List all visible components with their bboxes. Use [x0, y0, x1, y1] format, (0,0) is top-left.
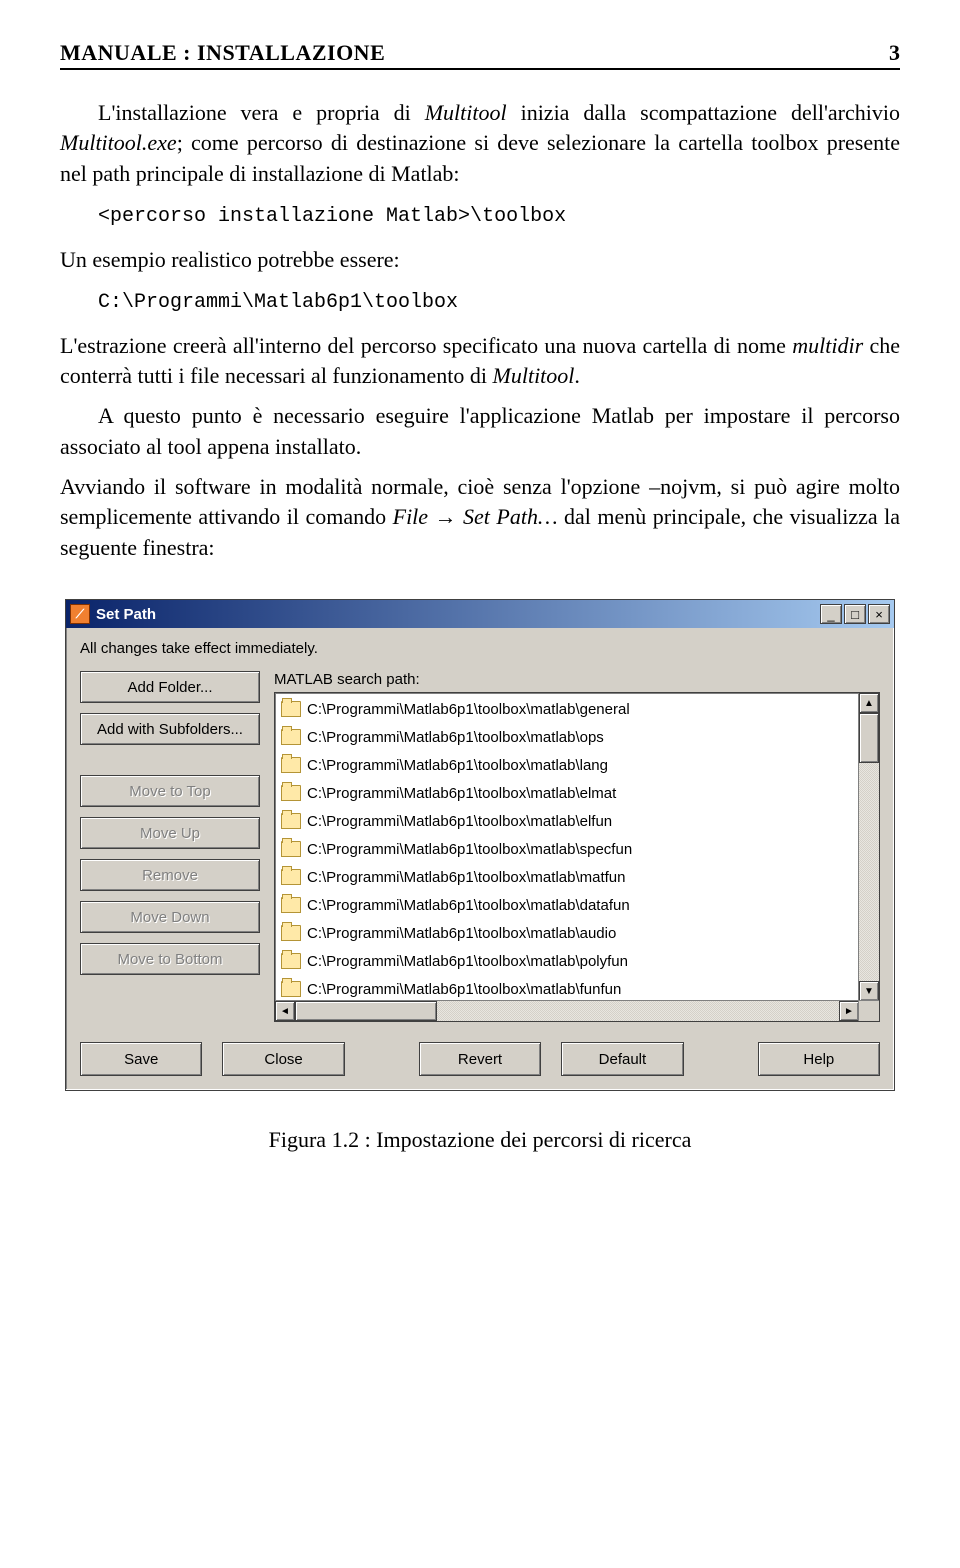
vertical-scrollbar[interactable]: ▲ ▼: [858, 693, 879, 1001]
folder-icon: [281, 981, 301, 997]
save-button[interactable]: Save: [80, 1042, 202, 1076]
list-item-label: C:\Programmi\Matlab6p1\toolbox\matlab\fu…: [307, 981, 621, 998]
folder-icon: [281, 897, 301, 913]
window-title: Set Path: [96, 606, 820, 623]
code-block-2: C:\Programmi\Matlab6p1\toolbox: [98, 289, 900, 317]
list-item-label: C:\Programmi\Matlab6p1\toolbox\matlab\ma…: [307, 869, 625, 886]
minimize-button[interactable]: _: [820, 604, 842, 624]
list-item[interactable]: C:\Programmi\Matlab6p1\toolbox\matlab\da…: [277, 891, 859, 919]
list-item[interactable]: C:\Programmi\Matlab6p1\toolbox\matlab\ge…: [277, 695, 859, 723]
document-body: L'installazione vera e propria di Multit…: [60, 98, 900, 563]
add-folder-button[interactable]: Add Folder...: [80, 671, 260, 703]
figure-caption: Figura 1.2 : Impostazione dei percorsi d…: [60, 1127, 900, 1153]
list-item[interactable]: C:\Programmi\Matlab6p1\toolbox\matlab\op…: [277, 723, 859, 751]
list-label: MATLAB search path:: [274, 671, 880, 688]
folder-icon: [281, 701, 301, 717]
code-block-1: <percorso installazione Matlab>\toolbox: [98, 203, 900, 231]
scroll-thumb-h[interactable]: [295, 1001, 437, 1021]
list-item[interactable]: C:\Programmi\Matlab6p1\toolbox\matlab\el…: [277, 779, 859, 807]
scroll-corner: [858, 1000, 879, 1021]
scroll-left-button[interactable]: ◄: [275, 1001, 295, 1021]
paragraph-1: L'installazione vera e propria di Multit…: [60, 98, 900, 189]
bottom-button-row: Save Close Revert Default Help: [80, 1042, 880, 1076]
list-item[interactable]: C:\Programmi\Matlab6p1\toolbox\matlab\la…: [277, 751, 859, 779]
add-subfolders-button[interactable]: Add with Subfolders...: [80, 713, 260, 745]
set-path-window: ⟋ Set Path _ □ × All changes take effect…: [65, 599, 895, 1091]
folder-icon: [281, 841, 301, 857]
scroll-up-button[interactable]: ▲: [859, 693, 879, 713]
help-button[interactable]: Help: [758, 1042, 880, 1076]
list-item-label: C:\Programmi\Matlab6p1\toolbox\matlab\au…: [307, 925, 616, 942]
list-item-label: C:\Programmi\Matlab6p1\toolbox\matlab\el…: [307, 813, 612, 830]
paragraph-3: L'estrazione creerà all'interno del perc…: [60, 331, 900, 392]
list-item-label: C:\Programmi\Matlab6p1\toolbox\matlab\ge…: [307, 701, 630, 718]
left-button-column: Add Folder... Add with Subfolders... Mov…: [80, 671, 260, 1022]
titlebar[interactable]: ⟋ Set Path _ □ ×: [66, 600, 894, 628]
scroll-down-button[interactable]: ▼: [859, 981, 879, 1001]
move-top-button[interactable]: Move to Top: [80, 775, 260, 807]
paragraph-2: Un esempio realistico potrebbe essere:: [60, 245, 900, 275]
list-item[interactable]: C:\Programmi\Matlab6p1\toolbox\matlab\fu…: [277, 975, 859, 1003]
folder-icon: [281, 953, 301, 969]
header-title: MANUALE : INSTALLAZIONE: [60, 40, 385, 66]
list-item-label: C:\Programmi\Matlab6p1\toolbox\matlab\la…: [307, 757, 608, 774]
folder-icon: [281, 729, 301, 745]
paragraph-5: Avviando il software in modalità normale…: [60, 472, 900, 563]
list-item[interactable]: C:\Programmi\Matlab6p1\toolbox\matlab\po…: [277, 947, 859, 975]
path-listbox[interactable]: C:\Programmi\Matlab6p1\toolbox\matlab\ge…: [274, 692, 880, 1022]
move-up-button[interactable]: Move Up: [80, 817, 260, 849]
default-button[interactable]: Default: [561, 1042, 683, 1076]
list-item-label: C:\Programmi\Matlab6p1\toolbox\matlab\op…: [307, 729, 604, 746]
scroll-right-button[interactable]: ►: [839, 1001, 859, 1021]
list-item-label: C:\Programmi\Matlab6p1\toolbox\matlab\da…: [307, 897, 630, 914]
close-dialog-button[interactable]: Close: [222, 1042, 344, 1076]
folder-icon: [281, 925, 301, 941]
list-item[interactable]: C:\Programmi\Matlab6p1\toolbox\matlab\au…: [277, 919, 859, 947]
app-icon: ⟋: [70, 604, 90, 624]
revert-button[interactable]: Revert: [419, 1042, 541, 1076]
list-item-label: C:\Programmi\Matlab6p1\toolbox\matlab\el…: [307, 785, 616, 802]
page-number: 3: [889, 40, 900, 66]
folder-icon: [281, 869, 301, 885]
list-item-label: C:\Programmi\Matlab6p1\toolbox\matlab\sp…: [307, 841, 632, 858]
folder-icon: [281, 785, 301, 801]
list-item[interactable]: C:\Programmi\Matlab6p1\toolbox\matlab\sp…: [277, 835, 859, 863]
move-down-button[interactable]: Move Down: [80, 901, 260, 933]
page-header: MANUALE : INSTALLAZIONE 3: [60, 40, 900, 70]
info-text: All changes take effect immediately.: [80, 640, 880, 657]
list-item[interactable]: C:\Programmi\Matlab6p1\toolbox\matlab\el…: [277, 807, 859, 835]
remove-button[interactable]: Remove: [80, 859, 260, 891]
folder-icon: [281, 757, 301, 773]
close-button[interactable]: ×: [868, 604, 890, 624]
maximize-button[interactable]: □: [844, 604, 866, 624]
list-item-label: C:\Programmi\Matlab6p1\toolbox\matlab\po…: [307, 953, 628, 970]
folder-icon: [281, 813, 301, 829]
horizontal-scrollbar[interactable]: ◄ ►: [275, 1000, 859, 1021]
scroll-thumb-v[interactable]: [859, 713, 879, 763]
list-item[interactable]: C:\Programmi\Matlab6p1\toolbox\matlab\ma…: [277, 863, 859, 891]
move-bottom-button[interactable]: Move to Bottom: [80, 943, 260, 975]
paragraph-4: A questo punto è necessario eseguire l'a…: [60, 401, 900, 462]
